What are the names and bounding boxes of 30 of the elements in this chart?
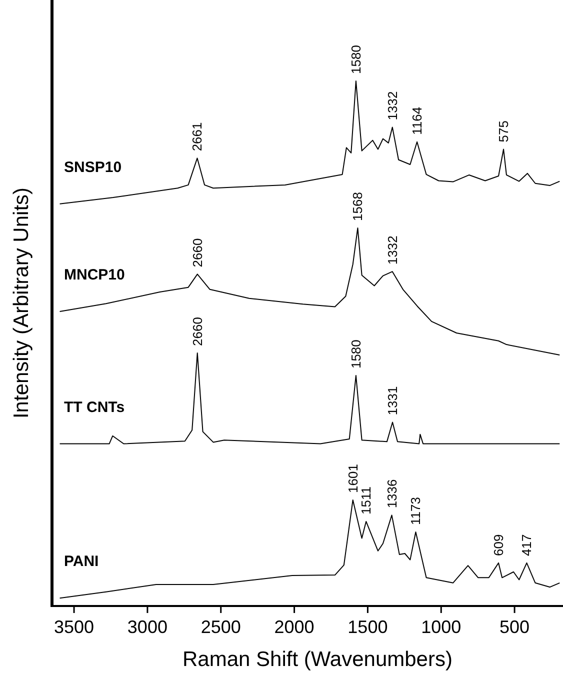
annotation: 1511 — [358, 486, 374, 514]
x-tick-label: 2500 — [200, 617, 241, 637]
annotation: 1580 — [348, 340, 364, 369]
annotation: 1580 — [348, 45, 364, 74]
x-tick-label: 1000 — [421, 617, 462, 637]
x-axis-title: Raman Shift (Wavenumbers) — [182, 648, 452, 671]
x-tick-label: 1500 — [348, 617, 388, 637]
x-tick-label: 500 — [500, 617, 530, 637]
annotation: 1173 — [408, 497, 424, 525]
annotation: 1331 — [385, 386, 400, 416]
annotation: 2660 — [190, 238, 205, 268]
annotation: 1336 — [384, 479, 400, 508]
series-label: SNSP10 — [64, 158, 122, 176]
series-label: PANI — [64, 553, 99, 570]
x-tick-label: 3500 — [54, 617, 94, 637]
y-axis-title: Intensity (Arbitrary Units) — [10, 187, 33, 419]
series-label: TT CNTs — [64, 398, 125, 416]
series-label: MNCP10 — [64, 266, 125, 284]
annotation: 1332 — [384, 91, 400, 120]
annotation: 2660 — [190, 317, 205, 346]
annotation: 1332 — [384, 236, 400, 265]
annotation: 1601 — [345, 464, 360, 493]
annotation: 575 — [496, 120, 512, 142]
x-tick-label: 2000 — [274, 617, 314, 637]
annotation: 1164 — [410, 106, 425, 135]
x-tick-label: 3000 — [127, 617, 168, 637]
annotation: 2661 — [190, 122, 205, 152]
annotation: 1568 — [350, 192, 366, 221]
annotation: 417 — [519, 534, 534, 556]
annotation: 609 — [491, 534, 506, 556]
